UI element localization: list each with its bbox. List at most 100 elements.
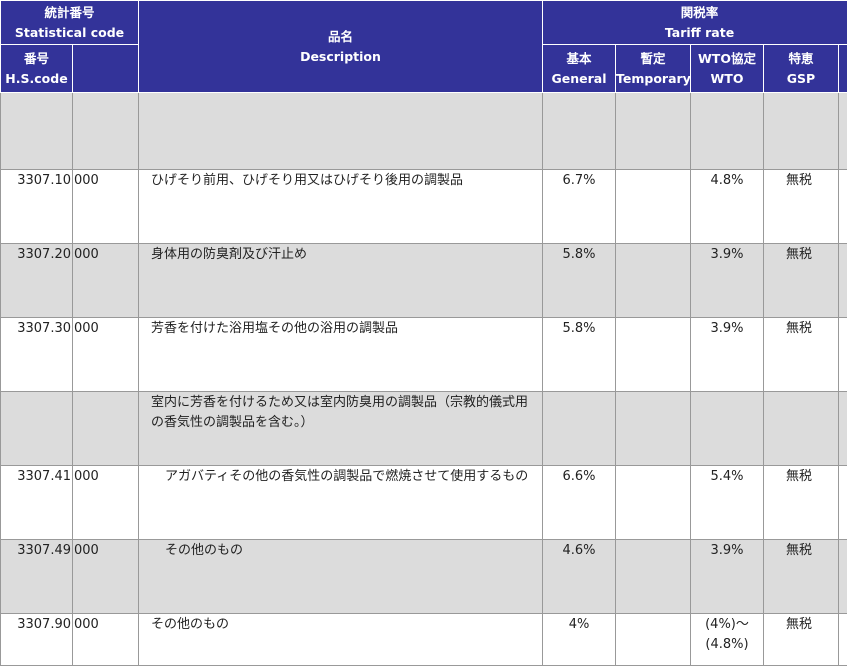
sub-code-cell: 000 xyxy=(73,244,139,318)
stat-code-header-ja: 統計番号 xyxy=(1,3,138,23)
description-cell: 芳香を付けた浴用塩その他の浴用の調製品 xyxy=(139,318,543,392)
tariff-rate-header: 関税率 Tariff rate xyxy=(543,1,847,45)
sub-code-cell: 000 xyxy=(73,170,139,244)
wto-rate-cell: 3.9% xyxy=(691,244,764,318)
general-rate-cell: 5.8% xyxy=(543,318,616,392)
temporary-header-en: Temporary xyxy=(616,69,690,89)
hs-code-header-en: H.S.code xyxy=(1,69,72,89)
description-header-en: Description xyxy=(139,47,542,67)
description-cell: ひげそり前用、ひげそり用又はひげそり後用の調製品 xyxy=(139,170,543,244)
sub-code-cell xyxy=(73,93,139,170)
sub-code-cell xyxy=(73,392,139,466)
wto-rate-cell: 5.4% xyxy=(691,466,764,540)
general-header-ja: 基本 xyxy=(543,49,615,69)
general-rate-cell: 6.6% xyxy=(543,466,616,540)
temporary-rate-cell xyxy=(616,466,691,540)
gsp-header-ja: 特恵 xyxy=(764,49,838,69)
tariff-rate-header-en: Tariff rate xyxy=(543,23,847,43)
gsp-rate-cell: 無税 xyxy=(764,614,839,666)
wto-rate-line: (4%)～ xyxy=(691,615,763,635)
description-cell: アガバティその他の香気性の調製品で燃焼させて使用するもの xyxy=(139,466,543,540)
stat-code-header: 統計番号 Statistical code xyxy=(1,1,139,45)
general-rate-cell xyxy=(543,392,616,466)
gsp-header: 特恵 GSP xyxy=(764,45,839,93)
temporary-rate-cell xyxy=(616,614,691,666)
gsp-rate-cell xyxy=(764,93,839,170)
wto-rate-cell: 3.9% xyxy=(691,318,764,392)
general-rate-cell: 5.8% xyxy=(543,244,616,318)
extra-cell xyxy=(839,466,847,540)
hs-code-cell: 3307.41 xyxy=(1,466,73,540)
gsp-header-en: GSP xyxy=(764,69,838,89)
sub-code-cell: 000 xyxy=(73,540,139,614)
general-rate-cell: 6.7% xyxy=(543,170,616,244)
description-cell: その他のもの xyxy=(139,540,543,614)
temporary-header-ja: 暫定 xyxy=(616,49,690,69)
wto-rate-cell: (4%)～(4.8%) xyxy=(691,614,764,666)
wto-rate-line: 3.9% xyxy=(691,319,763,339)
table-row: 室内に芳香を付けるため又は室内防臭用の調製品（宗教的儀式用の香気性の調製品を含む… xyxy=(1,392,847,466)
wto-rate-line: 3.9% xyxy=(691,245,763,265)
hs-code-cell: 3307.49 xyxy=(1,540,73,614)
wto-rate-cell xyxy=(691,392,764,466)
hs-code-header-ja: 番号 xyxy=(1,49,72,69)
table-row: 3307.30 000 芳香を付けた浴用塩その他の浴用の調製品 5.8% 3.9… xyxy=(1,318,847,392)
sub-code-header xyxy=(73,45,139,93)
extra-cell xyxy=(839,318,847,392)
wto-header: WTO協定 WTO xyxy=(691,45,764,93)
wto-rate-line: 3.9% xyxy=(691,541,763,561)
hs-code-cell: 3307.30 xyxy=(1,318,73,392)
hs-code-cell: 3307.90 xyxy=(1,614,73,666)
table-row: 3307.41 000 アガバティその他の香気性の調製品で燃焼させて使用するもの… xyxy=(1,466,847,540)
description-cell xyxy=(139,93,543,170)
general-rate-cell: 4% xyxy=(543,614,616,666)
hs-code-cell: 3307.10 xyxy=(1,170,73,244)
description-cell: 室内に芳香を付けるため又は室内防臭用の調製品（宗教的儀式用の香気性の調製品を含む… xyxy=(139,392,543,466)
wto-rate-line: 5.4% xyxy=(691,467,763,487)
general-rate-cell: 4.6% xyxy=(543,540,616,614)
extra-cell xyxy=(839,614,847,666)
temporary-rate-cell xyxy=(616,93,691,170)
gsp-rate-cell xyxy=(764,392,839,466)
gsp-rate-cell: 無税 xyxy=(764,244,839,318)
extra-header xyxy=(839,45,847,93)
wto-rate-line-2: (4.8%) xyxy=(691,635,763,655)
temporary-rate-cell xyxy=(616,392,691,466)
general-header-en: General xyxy=(543,69,615,89)
table-row: 3307.49 000 その他のもの 4.6% 3.9% 無税 xyxy=(1,540,847,614)
description-cell: その他のもの xyxy=(139,614,543,666)
hs-code-cell: 3307.20 xyxy=(1,244,73,318)
hs-code-header: 番号 H.S.code xyxy=(1,45,73,93)
temporary-rate-cell xyxy=(616,318,691,392)
tariff-rate-header-ja: 関税率 xyxy=(543,3,847,23)
sub-code-cell: 000 xyxy=(73,466,139,540)
gsp-rate-cell: 無税 xyxy=(764,170,839,244)
temporary-header: 暫定 Temporary xyxy=(616,45,691,93)
temporary-rate-cell xyxy=(616,244,691,318)
extra-cell xyxy=(839,392,847,466)
extra-cell xyxy=(839,170,847,244)
wto-rate-cell: 4.8% xyxy=(691,170,764,244)
description-header: 品名 Description xyxy=(139,1,543,93)
wto-rate-cell: 3.9% xyxy=(691,540,764,614)
table-row xyxy=(1,93,847,170)
gsp-rate-cell: 無税 xyxy=(764,540,839,614)
wto-rate-cell xyxy=(691,93,764,170)
table-row: 3307.90 000 その他のもの 4% (4%)～(4.8%) 無税 xyxy=(1,614,847,666)
sub-code-cell: 000 xyxy=(73,614,139,666)
temporary-rate-cell xyxy=(616,170,691,244)
hs-code-cell xyxy=(1,392,73,466)
extra-cell xyxy=(839,93,847,170)
description-header-ja: 品名 xyxy=(139,27,542,47)
wto-header-ja: WTO協定 xyxy=(691,49,763,69)
hs-code-cell xyxy=(1,93,73,170)
gsp-rate-cell: 無税 xyxy=(764,318,839,392)
stat-code-header-en: Statistical code xyxy=(1,23,138,43)
table-row: 3307.20 000 身体用の防臭剤及び汗止め 5.8% 3.9% 無税 xyxy=(1,244,847,318)
general-rate-cell xyxy=(543,93,616,170)
description-cell: 身体用の防臭剤及び汗止め xyxy=(139,244,543,318)
temporary-rate-cell xyxy=(616,540,691,614)
wto-header-en: WTO xyxy=(691,69,763,89)
table-row: 3307.10 000 ひげそり前用、ひげそり用又はひげそり後用の調製品 6.7… xyxy=(1,170,847,244)
